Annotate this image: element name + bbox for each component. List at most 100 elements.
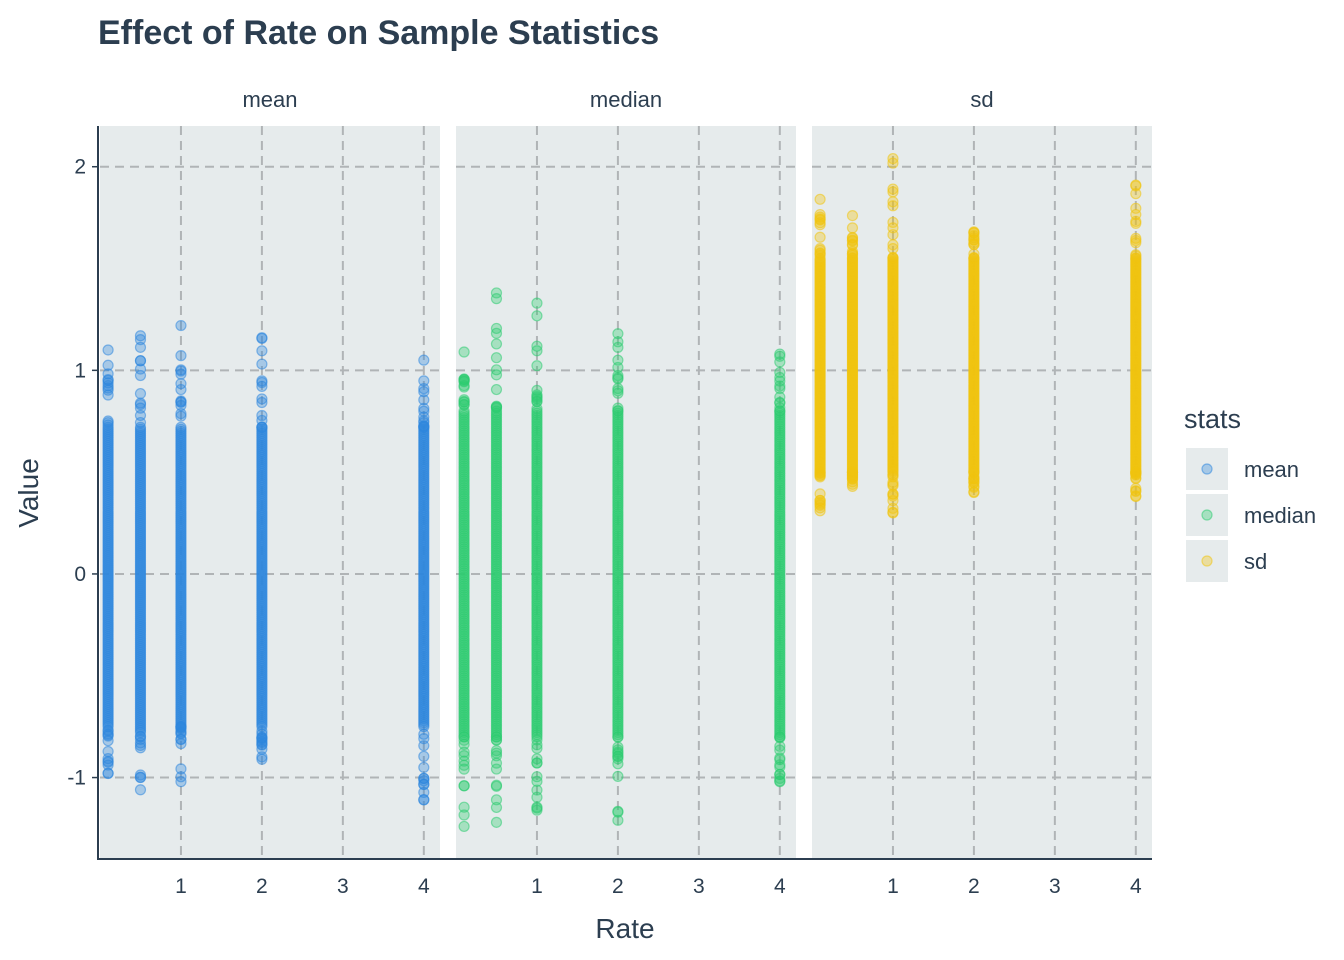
x-tick-label: 4: [418, 875, 430, 898]
data-point: [175, 319, 187, 332]
facet-label: sd: [970, 87, 993, 112]
data-point: [418, 761, 430, 774]
data-point: [134, 341, 147, 353]
data-point: [887, 152, 899, 165]
data-point: [418, 354, 430, 366]
x-tick-label: 4: [774, 875, 786, 898]
data-point: [134, 330, 147, 342]
legend-swatch-median: [1201, 509, 1213, 521]
data-point: [134, 334, 147, 346]
data-point: [531, 757, 543, 769]
data-point: [612, 814, 624, 826]
data-point: [256, 332, 268, 344]
data-point: [774, 348, 786, 360]
data-point: [490, 794, 503, 806]
x-tick-label: 4: [1130, 875, 1142, 898]
series-mean: [102, 319, 430, 806]
y-tick-label: 1: [74, 359, 86, 382]
data-point: [887, 216, 899, 228]
data-point: [490, 383, 503, 396]
data-point: [846, 222, 859, 234]
data-point: [134, 730, 147, 742]
data-point: [458, 809, 470, 821]
data-point: [887, 196, 899, 208]
data-point: [846, 234, 859, 246]
data-point: [102, 419, 114, 431]
data-point: [531, 784, 543, 796]
data-point: [256, 393, 268, 405]
data-point: [887, 507, 899, 519]
data-point: [175, 738, 187, 750]
series-median: [458, 287, 786, 833]
data-point: [612, 731, 624, 743]
x-tick-label: 2: [968, 875, 980, 898]
data-point: [846, 480, 859, 492]
data-point: [102, 344, 114, 356]
data-point: [418, 375, 430, 387]
data-point: [846, 245, 859, 258]
x-tick-label: 1: [175, 875, 187, 898]
panel-background: [456, 126, 796, 859]
x-tick-label: 3: [1049, 875, 1061, 898]
data-point: [490, 816, 503, 828]
data-point: [531, 360, 543, 372]
data-point: [134, 739, 147, 751]
data-point: [887, 183, 899, 195]
data-point: [887, 251, 899, 264]
data-point: [612, 750, 624, 762]
data-point: [612, 341, 624, 353]
data-point: [458, 820, 470, 833]
x-tick-label: 2: [612, 875, 624, 898]
x-tick-label: 1: [887, 875, 899, 898]
data-point: [968, 486, 980, 499]
data-point: [531, 310, 543, 322]
data-point: [1130, 249, 1142, 261]
panel-background: [812, 126, 1152, 859]
data-point: [134, 726, 147, 739]
data-point: [175, 421, 187, 433]
data-point: [102, 767, 114, 780]
data-point: [175, 368, 187, 380]
data-point: [612, 387, 624, 399]
legend-label-mean: mean: [1244, 457, 1299, 482]
data-point: [490, 801, 503, 814]
data-point: [418, 750, 430, 762]
legend-title: stats: [1184, 404, 1241, 434]
data-point: [490, 731, 503, 743]
data-point: [887, 468, 899, 480]
y-tick-label: 2: [74, 156, 86, 179]
data-point: [814, 193, 826, 205]
data-point: [256, 345, 268, 357]
legend: stats mean median sd: [1184, 404, 1316, 582]
data-point: [968, 477, 980, 489]
data-point: [612, 741, 624, 753]
legend-swatch-mean: [1201, 463, 1213, 475]
data-point: [458, 731, 470, 743]
data-point: [418, 383, 430, 395]
data-point: [134, 387, 147, 400]
data-point: [490, 780, 503, 792]
data-point: [612, 369, 624, 382]
data-point: [490, 293, 503, 305]
data-point: [887, 239, 899, 251]
data-point: [490, 338, 503, 350]
data-point: [134, 784, 147, 796]
data-point: [256, 743, 268, 755]
data-point: [814, 214, 826, 226]
data-point: [531, 771, 543, 783]
data-point: [175, 407, 187, 420]
data-point: [134, 397, 147, 409]
data-point: [418, 778, 430, 790]
data-point: [458, 734, 470, 746]
data-point: [1130, 179, 1142, 191]
panel-background: [100, 126, 440, 859]
data-point: [490, 747, 503, 759]
data-point: [968, 252, 980, 264]
data-point: [1130, 215, 1142, 228]
x-tick-label: 3: [337, 875, 349, 898]
data-point: [887, 490, 899, 502]
data-point: [458, 346, 470, 358]
legend-label-median: median: [1244, 503, 1316, 528]
facet-label: mean: [242, 87, 297, 112]
